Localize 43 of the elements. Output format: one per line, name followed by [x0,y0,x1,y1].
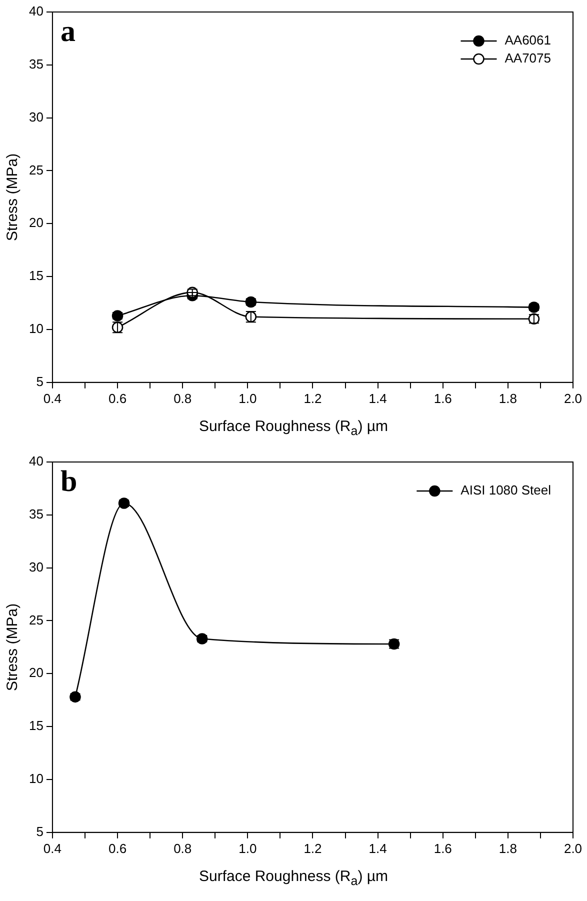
x-tick-label: 1.2 [304,390,322,406]
y-axis-title: Stress (MPa) [4,153,22,241]
annotation: a [60,14,76,48]
x-axis-title: Surface Roughness (R$_{a}$) µm [198,868,389,888]
x-tick-label: 0.6 [108,390,127,406]
x-tick-label: 1.8 [498,840,517,856]
y-tick-label: 20 [28,215,44,230]
y-tick-label: 35 [28,506,44,522]
x-tick-label: 1.8 [498,390,517,406]
x-tick-label: 1.4 [368,840,387,856]
y-tick-label: 40 [28,4,44,19]
y-tick-label: 30 [28,559,44,574]
x-tick-label: 1.6 [434,390,452,406]
x-tick-label: 1.4 [368,390,387,406]
legend-label: AA6061 [504,32,552,48]
text: 1.0 [238,840,257,856]
y-tick-label: 10 [28,771,44,786]
y-tick-label: 25 [28,612,44,628]
y-axis-title: Stress (MPa) [4,603,22,691]
x-tick-label: 1.2 [304,840,322,856]
text: 2.0 [564,390,582,406]
y-tick-label: 30 [28,109,44,124]
y-tick-label: 5 [36,824,44,839]
y-tick-label: 10 [28,321,44,336]
x-axis-title: Surface Roughness (R$_{a}$) µm [198,418,389,438]
x-tick-label: 0.4 [43,390,62,406]
text: 2.0 [564,840,582,856]
text: 1.0 [238,390,257,406]
y-tick-label: 35 [28,56,44,72]
x-tick-label: 0.6 [108,840,127,856]
x-tick-label: 0.4 [43,840,62,856]
x-tick-label: 1.6 [434,840,452,856]
x-tick-label: 0.8 [174,840,192,856]
legend-label: AISI 1080 Steel [460,482,552,498]
y-tick-label: 5 [36,374,44,389]
x-tick-label: 0.8 [174,390,192,406]
y-tick-label: 15 [28,718,44,734]
y-tick-label: 40 [28,454,44,469]
annotation: b [60,464,78,498]
y-tick-label: 25 [28,162,44,178]
legend-label: AA7075 [504,50,552,66]
y-tick-label: 20 [28,665,44,680]
y-tick-label: 15 [28,268,44,284]
